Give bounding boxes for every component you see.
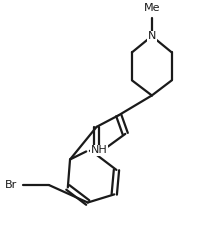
Text: Me: Me [144, 3, 160, 13]
Text: N: N [148, 31, 156, 41]
Text: Br: Br [5, 180, 17, 190]
Text: NH: NH [91, 145, 108, 155]
